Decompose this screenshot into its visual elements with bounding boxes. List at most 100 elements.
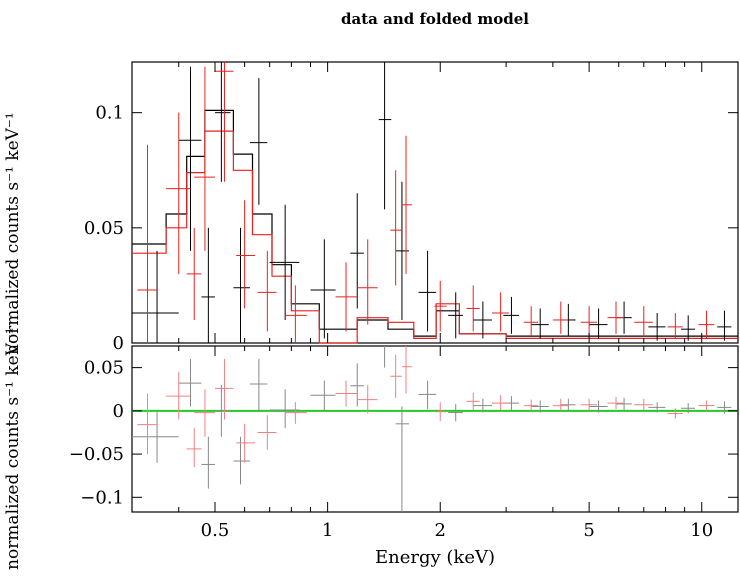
residual-data-point xyxy=(418,380,437,410)
residual-data-point xyxy=(680,403,696,414)
top-data-point xyxy=(648,313,666,341)
residual-series-1 xyxy=(137,346,715,468)
top-y-tick-label: 0 xyxy=(113,333,124,354)
residual-data-point xyxy=(717,401,732,414)
residual-data-point xyxy=(667,408,683,419)
residual-data-point xyxy=(698,400,715,411)
residual-data-point xyxy=(648,402,666,413)
residual-data-point xyxy=(269,389,300,429)
residual-x-tick-label: 5 xyxy=(583,520,594,541)
top-data-point xyxy=(607,301,625,334)
top-data-point xyxy=(667,313,683,339)
top-data-point xyxy=(531,308,549,339)
residual-data-point xyxy=(178,358,202,407)
residual-data-point xyxy=(214,384,231,437)
top-data-point xyxy=(285,285,307,343)
top-data-point xyxy=(201,227,215,343)
top-data-point xyxy=(473,301,492,339)
residual-data-point xyxy=(236,423,256,463)
top-data-point xyxy=(698,310,715,339)
residual-data-point xyxy=(186,428,202,468)
residual-data-point xyxy=(560,398,576,411)
top-data-point xyxy=(310,239,336,339)
residual-x-tick-label: 0.5 xyxy=(201,520,230,541)
top-data-point xyxy=(186,227,202,320)
top-data-point xyxy=(491,292,509,332)
top-data-point xyxy=(524,306,538,337)
top-panel: 0 0.05 0.1 xyxy=(84,61,739,354)
top-series-1 xyxy=(137,62,715,343)
top-data-point xyxy=(378,62,392,210)
residual-panel: 0.05 0 −0.05 −0.1 0.5 1 2 5 10 xyxy=(69,345,739,541)
top-data-point xyxy=(448,292,463,339)
top-data-point xyxy=(552,301,569,334)
bottom-y-axis-label: normalized counts s⁻¹ keV⁻¹ xyxy=(3,327,23,570)
top-data-point xyxy=(166,112,191,274)
top-data-point xyxy=(233,227,250,343)
residual-data-point xyxy=(285,402,307,424)
top-data-point xyxy=(503,296,520,334)
top-data-point xyxy=(466,285,480,332)
residual-data-point xyxy=(257,415,277,450)
residual-data-point xyxy=(607,397,625,410)
residual-data-point xyxy=(137,393,158,455)
top-data-point xyxy=(194,66,215,251)
residual-data-point xyxy=(132,410,179,463)
top-y-tick-label: 0.1 xyxy=(95,103,124,124)
residual-data-point xyxy=(233,436,250,485)
residual-data-point xyxy=(491,395,509,410)
residual-x-tick-label: 1 xyxy=(322,520,333,541)
residual-y-tick-label: −0.05 xyxy=(69,444,124,465)
residual-data-point xyxy=(201,436,215,489)
residual-data-point xyxy=(395,406,409,512)
residual-y-tick-label: 0.05 xyxy=(84,358,124,379)
residual-data-point xyxy=(249,358,268,411)
residual-data-point xyxy=(531,400,549,413)
residual-data-point xyxy=(616,397,632,410)
residual-data-point xyxy=(448,403,463,422)
top-data-point xyxy=(434,280,447,332)
top-y-tick-label: 0.05 xyxy=(84,218,124,239)
residual-y-tick-label: −0.1 xyxy=(80,487,124,508)
top-series-0 xyxy=(132,62,732,343)
top-data-point xyxy=(357,239,378,325)
top-data-point xyxy=(390,170,402,286)
top-data-point xyxy=(401,135,412,274)
top-data-point xyxy=(214,62,231,182)
residual-data-point xyxy=(589,400,608,413)
top-data-point xyxy=(589,308,608,339)
x-axis-label: Energy (keV) xyxy=(375,547,495,568)
residual-data-point xyxy=(166,371,191,420)
residual-data-point xyxy=(401,346,412,394)
top-data-point xyxy=(214,62,234,182)
residual-frame xyxy=(131,345,739,513)
residual-data-point xyxy=(634,398,653,410)
residual-data-point xyxy=(434,402,447,422)
residual-data-point xyxy=(390,354,402,398)
residual-data-point xyxy=(473,398,492,413)
top-data-point xyxy=(717,310,732,341)
residual-data-point xyxy=(310,380,336,411)
top-data-point xyxy=(132,250,179,343)
top-data-point xyxy=(137,144,158,343)
top-data-point xyxy=(418,250,437,332)
residual-data-point xyxy=(357,384,378,414)
residual-data-point xyxy=(580,398,598,411)
chart-title: data and folded model xyxy=(341,10,529,28)
top-model-line-0 xyxy=(132,109,738,337)
top-y-axis-label: normalized counts s⁻¹ keV⁻¹ xyxy=(3,112,23,355)
top-data-point xyxy=(257,250,277,332)
top-data-point xyxy=(680,315,696,341)
top-data-point xyxy=(350,193,364,309)
top-data-point xyxy=(249,78,268,205)
residual-data-point xyxy=(214,358,234,420)
top-data-point xyxy=(395,181,409,320)
residual-data-point xyxy=(552,398,569,411)
residual-x-tick-label: 10 xyxy=(690,520,713,541)
top-data-point xyxy=(178,66,202,251)
top-data-point xyxy=(634,306,653,337)
top-frame xyxy=(131,61,739,344)
residual-x-tick-label: 2 xyxy=(435,520,446,541)
residual-y-tick-label: 0 xyxy=(113,401,124,422)
